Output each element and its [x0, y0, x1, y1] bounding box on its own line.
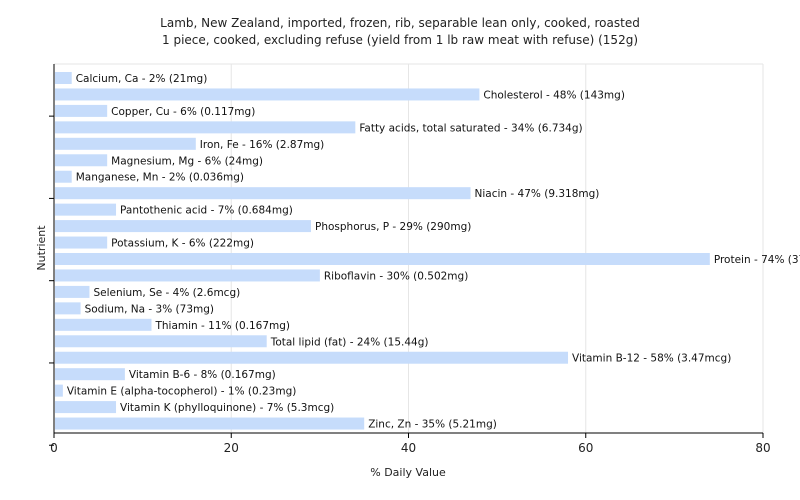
bar-label-7: Niacin - 47% (9.318mg): [475, 188, 600, 200]
bar-label-1: Cholesterol - 48% (143mg): [483, 89, 625, 101]
bar-label-0: Calcium, Ca - 2% (21mg): [76, 73, 208, 85]
bar-12: [55, 269, 320, 282]
bar-label-12: Riboflavin - 30% (0.502mg): [324, 270, 468, 282]
bar-5: [55, 154, 108, 167]
bar-18: [55, 368, 125, 381]
bar-1: [55, 88, 480, 101]
bar-3: [55, 121, 356, 134]
bar-label-15: Thiamin - 11% (0.167mg): [154, 320, 290, 332]
bar-label-21: Zinc, Zn - 35% (5.21mg): [368, 419, 497, 431]
y-axis-label: Nutrient: [35, 225, 48, 271]
bar-label-2: Copper, Cu - 6% (0.117mg): [111, 106, 255, 118]
bar-20: [55, 401, 117, 414]
bar-8: [55, 203, 117, 216]
bar-label-4: Iron, Fe - 16% (2.87mg): [200, 139, 324, 151]
x-tick-label-3: 60: [578, 441, 593, 455]
bar-21: [55, 417, 365, 430]
bar-7: [55, 187, 471, 200]
axes: 0 20 40 60 80: [49, 64, 771, 455]
bar-label-8: Pantothenic acid - 7% (0.684mg): [120, 205, 293, 217]
bar-label-5: Magnesium, Mg - 6% (24mg): [111, 155, 263, 167]
bar-14: [55, 302, 81, 315]
chart-title: Lamb, New Zealand, imported, frozen, rib…: [160, 16, 640, 30]
x-tick-label-0: 0: [50, 441, 58, 455]
bar-label-16: Total lipid (fat) - 24% (15.44g): [270, 336, 429, 348]
bar-label-6: Manganese, Mn - 2% (0.036mg): [76, 172, 244, 184]
bar-6: [55, 170, 72, 183]
x-tick-label-2: 40: [401, 441, 416, 455]
x-tick-label-4: 80: [755, 441, 770, 455]
chart-subtitle: 1 piece, cooked, excluding refuse (yield…: [162, 33, 638, 47]
bar-label-10: Potassium, K - 6% (222mg): [111, 238, 254, 250]
bar-label-9: Phosphorus, P - 29% (290mg): [315, 221, 471, 233]
bar-label-3: Fatty acids, total saturated - 34% (6.73…: [359, 122, 582, 134]
bar-label-19: Vitamin E (alpha-tocopherol) - 1% (0.23m…: [67, 386, 296, 398]
bar-9: [55, 220, 312, 233]
bar-16: [55, 335, 267, 348]
bar-0: [55, 72, 72, 84]
bar-10: [55, 236, 108, 249]
bar-label-17: Vitamin B-12 - 58% (3.47mcg): [572, 353, 731, 365]
bar-13: [55, 285, 90, 298]
bar-label-14: Sodium, Na - 3% (73mg): [85, 303, 214, 315]
bar-11: [55, 253, 710, 265]
bar-label-13: Selenium, Se - 4% (2.6mcg): [93, 287, 240, 299]
bar-label-11: Protein - 74% (37.12g): [714, 254, 800, 266]
bar-4: [55, 137, 196, 150]
bar-label-18: Vitamin B-6 - 8% (0.167mg): [129, 369, 276, 381]
bar-19: [55, 384, 63, 397]
bar-label-20: Vitamin K (phylloquinone) - 7% (5.3mcg): [120, 402, 334, 414]
bar-17: [55, 351, 569, 364]
x-tick-label-1: 20: [224, 441, 239, 455]
x-axis-label: % Daily Value: [370, 466, 446, 479]
bar-15: [55, 318, 152, 331]
bar-2: [55, 104, 108, 117]
bars-group: Calcium, Ca - 2% (21mg) Cholesterol - 48%…: [55, 72, 800, 431]
grid-lines: [54, 63, 764, 433]
